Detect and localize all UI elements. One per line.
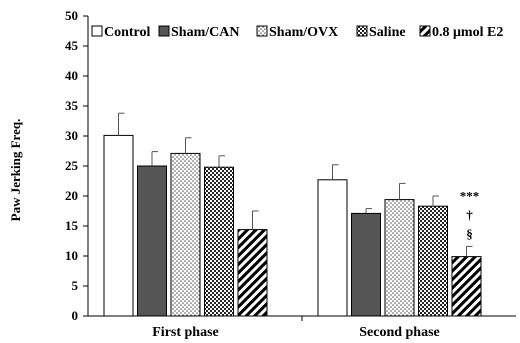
bar: [384, 199, 415, 317]
y-tick-label: 40: [65, 68, 78, 83]
y-tick-label: 35: [65, 98, 79, 113]
significance-marker: †: [466, 207, 473, 222]
x-category-label: Second phase: [359, 325, 440, 340]
legend: Control Sham/CAN Sham/OVX Saline 0.8 μmol E2: [91, 25, 503, 40]
y-tick-label: 5: [72, 278, 79, 293]
y-tick-label: 50: [65, 8, 78, 23]
significance-marker: §: [466, 226, 473, 241]
x-category-label: First phase: [152, 325, 219, 340]
bar: [451, 256, 482, 317]
legend-swatch: [356, 25, 368, 37]
legend-swatch: [91, 25, 103, 37]
y-tick-label: 15: [65, 218, 79, 233]
legend-label: Sham/OVX: [269, 25, 338, 40]
legend-swatch: [419, 25, 431, 37]
legend-label: Control: [104, 25, 151, 40]
y-tick-label: 10: [65, 248, 78, 263]
significance-marker: ***: [460, 188, 480, 203]
axes: 0 5 10 15 20 25 30 35 40 45 50 First phase Second ph…: [65, 8, 516, 340]
y-tick-label: 20: [65, 188, 78, 203]
legend-label: Sham/CAN: [171, 25, 239, 40]
y-tick-label: 30: [65, 128, 78, 143]
bar: [351, 212, 381, 317]
bar: [204, 166, 234, 317]
y-axis-title: Paw Jerking Freq.: [8, 119, 23, 222]
y-tick-label: 25: [65, 158, 79, 173]
y-tick-label: 45: [65, 38, 79, 53]
legend-label: Saline: [369, 25, 406, 40]
bar: [137, 165, 167, 317]
legend-swatch: [256, 25, 268, 37]
y-tick-label: 0: [72, 308, 79, 323]
legend-swatch: [158, 25, 170, 37]
bar: [103, 134, 134, 317]
bars: *** † §: [103, 112, 482, 317]
bar: [170, 152, 201, 317]
bar: [317, 179, 348, 317]
bar: [418, 205, 448, 317]
legend-label: 0.8 μmol E2: [432, 25, 503, 40]
bar: [237, 229, 268, 317]
